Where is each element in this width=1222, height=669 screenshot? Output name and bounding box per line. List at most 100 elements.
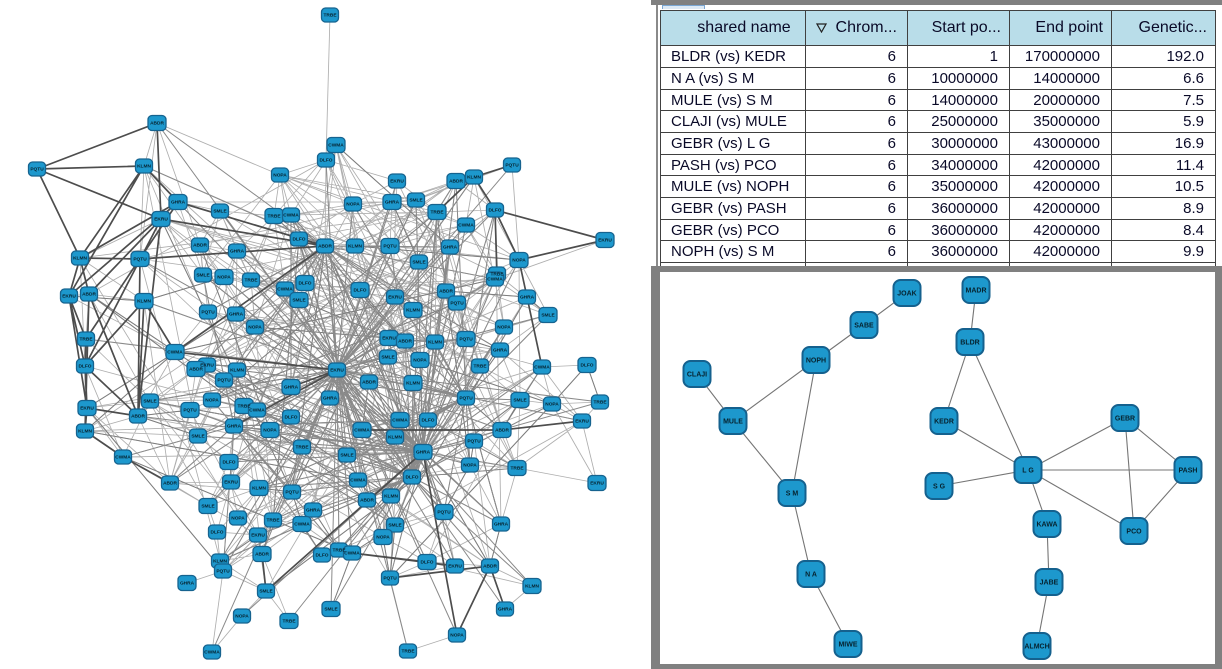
- svg-text:SMLE: SMLE: [388, 523, 402, 529]
- svg-text:DLFO: DLFO: [319, 158, 332, 164]
- svg-text:KEDR: KEDR: [934, 419, 954, 426]
- svg-text:CWMA: CWMA: [534, 365, 550, 371]
- svg-text:SMLE: SMLE: [292, 298, 306, 304]
- svg-text:PQTU: PQTU: [459, 396, 473, 402]
- svg-text:NOPA: NOPA: [231, 516, 245, 522]
- svg-text:CLAJI: CLAJI: [687, 372, 707, 379]
- svg-text:SMLE: SMLE: [201, 504, 215, 510]
- svg-text:SMLE: SMLE: [324, 607, 338, 613]
- svg-text:PQTU: PQTU: [216, 569, 230, 575]
- svg-text:GHRA: GHRA: [227, 424, 242, 430]
- svg-text:TRBE: TRBE: [266, 518, 280, 524]
- svg-text:TRBE: TRBE: [237, 404, 251, 410]
- svg-text:PQTU: PQTU: [285, 490, 299, 496]
- svg-text:PQTU: PQTU: [467, 439, 481, 445]
- svg-text:CWMA: CWMA: [249, 408, 265, 414]
- svg-text:GHRA: GHRA: [180, 581, 195, 587]
- svg-text:DLFO: DLFO: [284, 415, 297, 421]
- svg-text:PQTU: PQTU: [383, 244, 397, 250]
- svg-text:ABDR: ABDR: [398, 339, 412, 345]
- svg-text:CWMA: CWMA: [204, 650, 220, 656]
- svg-text:GEBR: GEBR: [1115, 416, 1135, 423]
- svg-text:NOPA: NOPA: [450, 633, 464, 639]
- svg-text:PQTU: PQTU: [383, 576, 397, 582]
- svg-text:MIWE: MIWE: [838, 642, 857, 649]
- svg-text:EKRU: EKRU: [154, 217, 168, 223]
- svg-text:ABDR: ABDR: [163, 481, 177, 487]
- svg-text:NOPA: NOPA: [263, 428, 277, 434]
- svg-text:PQTU: PQTU: [133, 257, 147, 263]
- svg-text:DLFO: DLFO: [405, 475, 418, 481]
- svg-text:KLMN: KLMN: [467, 175, 481, 181]
- svg-text:NOPA: NOPA: [217, 275, 231, 281]
- svg-text:DLFO: DLFO: [210, 530, 223, 536]
- svg-text:DLFO: DLFO: [353, 288, 366, 294]
- svg-text:KLMN: KLMN: [137, 299, 151, 305]
- svg-text:KLMN: KLMN: [406, 308, 420, 314]
- svg-text:PQTU: PQTU: [201, 310, 215, 316]
- svg-text:SMLE: SMLE: [340, 453, 354, 459]
- svg-text:PQTU: PQTU: [30, 167, 44, 173]
- svg-text:EKRU: EKRU: [200, 363, 214, 369]
- svg-text:KLMN: KLMN: [525, 584, 539, 590]
- svg-text:EKRU: EKRU: [388, 295, 402, 301]
- svg-text:CWMA: CWMA: [294, 522, 310, 528]
- svg-text:MADR: MADR: [966, 288, 987, 295]
- svg-text:PQTU: PQTU: [183, 408, 197, 414]
- svg-text:CWMA: CWMA: [328, 143, 344, 149]
- svg-text:ABDR: ABDR: [150, 121, 164, 127]
- svg-text:SMLE: SMLE: [259, 589, 273, 595]
- svg-text:GHRA: GHRA: [493, 348, 508, 354]
- svg-text:TRBE: TRBE: [510, 466, 524, 472]
- svg-text:TRBE: TRBE: [473, 364, 487, 370]
- svg-text:ABDR: ABDR: [131, 414, 145, 420]
- svg-text:NOPA: NOPA: [346, 202, 360, 208]
- svg-text:EKRU: EKRU: [382, 336, 396, 342]
- svg-text:DLFO: DLFO: [315, 553, 328, 559]
- svg-text:EKRU: EKRU: [390, 179, 404, 185]
- svg-text:ABDR: ABDR: [449, 179, 463, 185]
- svg-text:KLMN: KLMN: [388, 435, 402, 441]
- svg-text:SMLE: SMLE: [513, 398, 527, 404]
- svg-text:SMLE: SMLE: [409, 198, 423, 204]
- svg-text:N A: N A: [805, 572, 817, 579]
- svg-text:ABDR: ABDR: [255, 552, 269, 558]
- svg-text:KLMN: KLMN: [213, 559, 227, 565]
- svg-text:S G: S G: [933, 484, 946, 491]
- svg-text:MULE: MULE: [723, 419, 743, 426]
- svg-text:GHRA: GHRA: [443, 245, 458, 251]
- svg-text:PQTU: PQTU: [505, 163, 519, 169]
- svg-text:GHRA: GHRA: [230, 249, 245, 255]
- svg-text:EKRU: EKRU: [330, 368, 344, 374]
- svg-text:ALMCH: ALMCH: [1024, 644, 1049, 651]
- svg-text:L G: L G: [1022, 468, 1034, 475]
- svg-text:TRBE: TRBE: [593, 400, 607, 406]
- svg-text:EKRU: EKRU: [448, 564, 462, 570]
- svg-text:ABDR: ABDR: [483, 564, 497, 570]
- svg-text:KAWA: KAWA: [1037, 522, 1058, 529]
- svg-text:SMLE: SMLE: [191, 434, 205, 440]
- svg-text:GHRA: GHRA: [494, 522, 509, 528]
- svg-text:GHRA: GHRA: [385, 200, 400, 206]
- svg-text:NOPA: NOPA: [497, 325, 511, 331]
- svg-text:EKRU: EKRU: [251, 533, 265, 539]
- svg-text:CWMA: CWMA: [458, 223, 474, 229]
- svg-text:NOPA: NOPA: [512, 258, 526, 264]
- svg-text:NOPA: NOPA: [545, 402, 559, 408]
- svg-text:EKRU: EKRU: [80, 406, 94, 412]
- svg-text:GHRA: GHRA: [171, 200, 186, 206]
- svg-text:DLFO: DLFO: [580, 363, 593, 369]
- svg-text:CWMA: CWMA: [392, 418, 408, 424]
- svg-text:KLMN: KLMN: [230, 368, 244, 374]
- svg-text:GHRA: GHRA: [498, 607, 513, 613]
- svg-text:KLMN: KLMN: [78, 429, 92, 435]
- svg-text:TRBE: TRBE: [490, 272, 504, 278]
- svg-text:GHRA: GHRA: [323, 396, 338, 402]
- svg-text:KLMN: KLMN: [428, 340, 442, 346]
- svg-text:KLMN: KLMN: [73, 256, 87, 262]
- svg-text:EKRU: EKRU: [62, 294, 76, 300]
- svg-text:NOPA: NOPA: [205, 398, 219, 404]
- svg-text:PASH: PASH: [1179, 468, 1198, 475]
- svg-text:KLMN: KLMN: [384, 494, 398, 500]
- svg-text:NOPA: NOPA: [413, 358, 427, 364]
